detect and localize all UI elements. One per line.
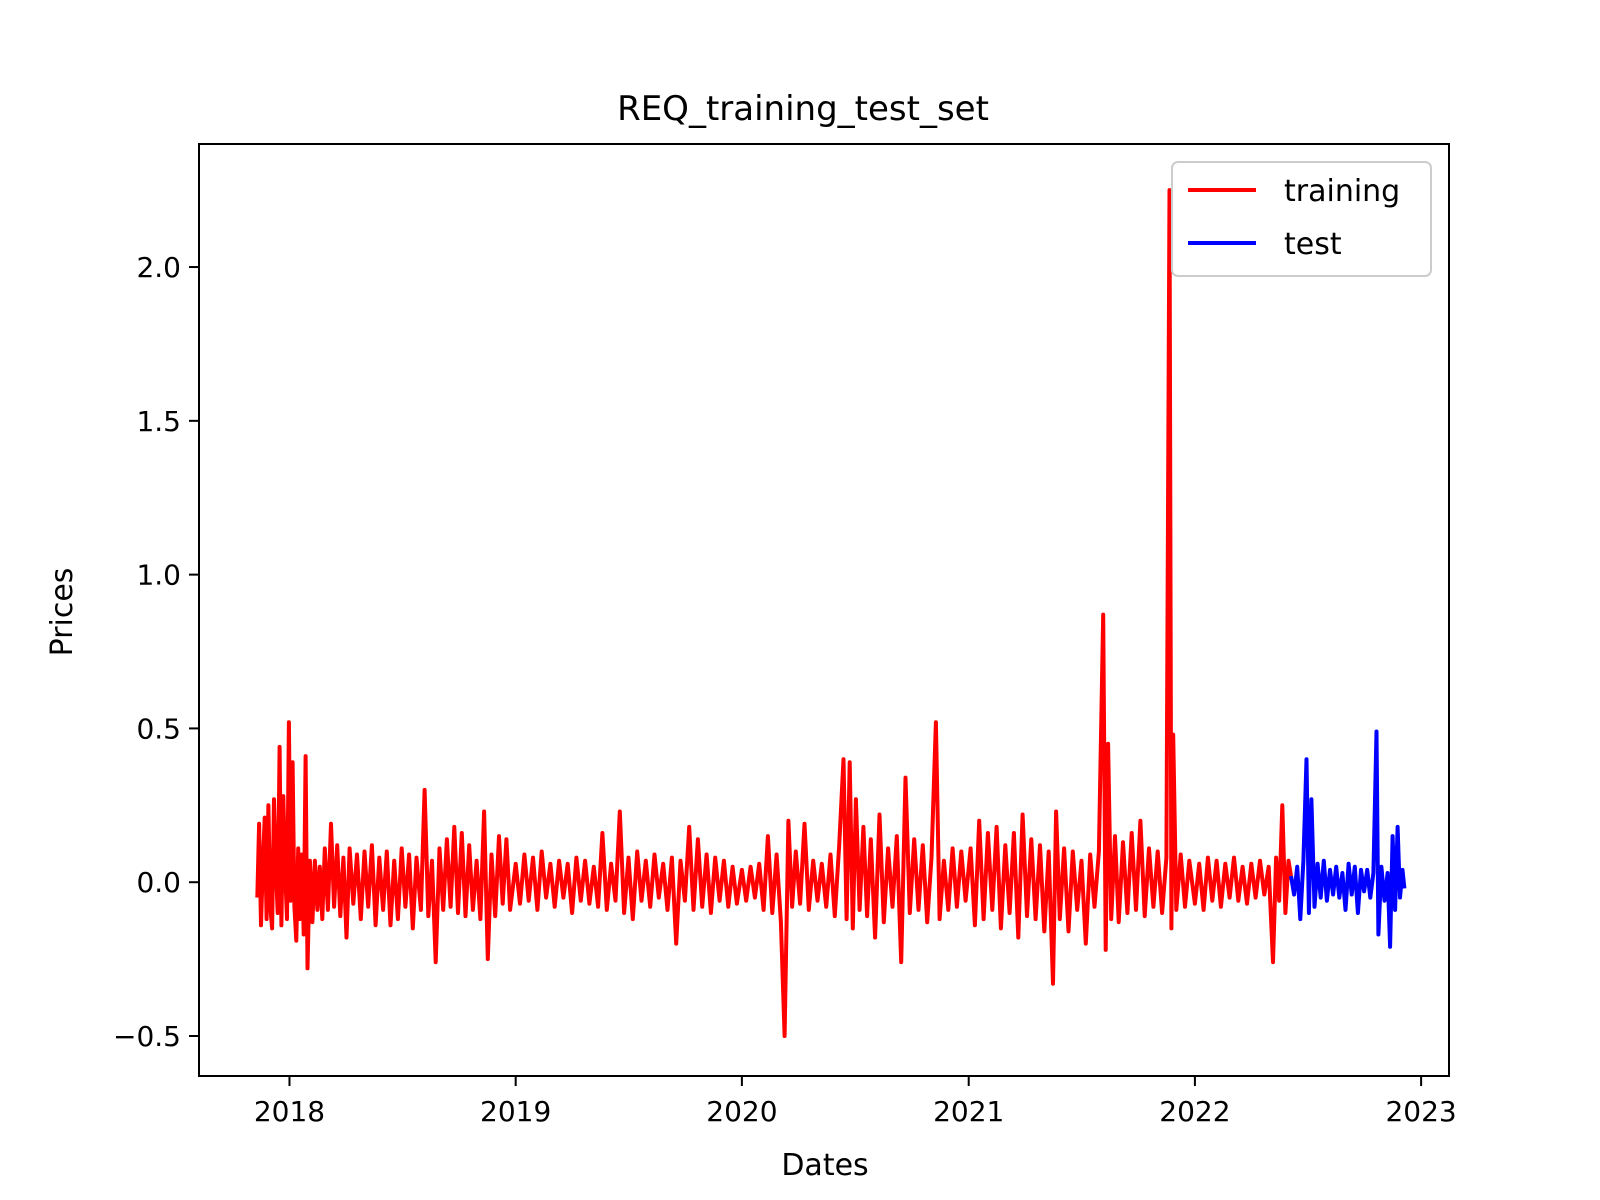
y-tick-label: 0.0 xyxy=(136,866,181,899)
y-tick-label: −0.5 xyxy=(113,1020,181,1053)
y-tick-label: 1.0 xyxy=(136,559,181,592)
series-line-training xyxy=(255,188,1293,1038)
y-tick-label: 0.5 xyxy=(136,712,181,745)
x-tick-label: 2023 xyxy=(1385,1095,1456,1128)
chart-title: REQ_training_test_set xyxy=(617,89,989,129)
x-tick-label: 2020 xyxy=(706,1095,777,1128)
x-axis: 2018 2019 2020 2021 2022 2023 xyxy=(254,1076,1457,1128)
plot-frame xyxy=(198,143,1450,1077)
y-axis-title: Prices xyxy=(45,568,80,657)
series-line-test xyxy=(1289,729,1407,949)
x-tick-label: 2019 xyxy=(480,1095,551,1128)
y-axis: −0.5 0.0 0.5 1.0 1.5 2.0 xyxy=(113,251,199,1053)
x-axis-title: Dates xyxy=(781,1148,868,1183)
x-tick-label: 2022 xyxy=(1159,1095,1230,1128)
y-tick-label: 2.0 xyxy=(136,251,181,284)
y-tick-label: 1.5 xyxy=(136,405,181,438)
plot-area xyxy=(255,188,1407,1038)
legend-label-test: test xyxy=(1284,227,1342,262)
legend: training test xyxy=(1171,161,1432,277)
x-tick-label: 2018 xyxy=(254,1095,325,1128)
legend-label-training: training xyxy=(1284,174,1400,209)
x-tick-label: 2021 xyxy=(933,1095,1004,1128)
